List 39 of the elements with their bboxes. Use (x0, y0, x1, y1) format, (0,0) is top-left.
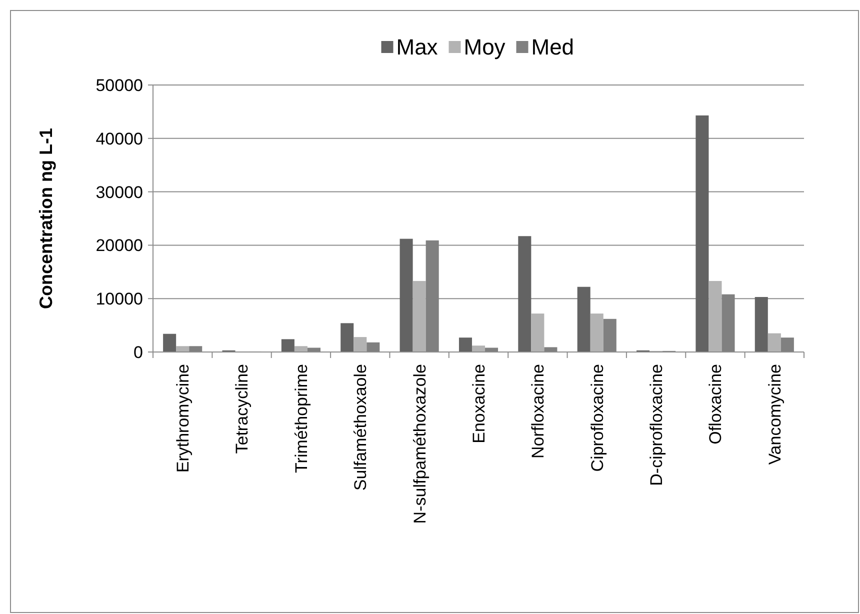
x-tick-label: Sulfaméthoxaole (351, 364, 370, 491)
y-tick-label: 40000 (96, 129, 143, 148)
bar (518, 236, 532, 352)
x-tick-label: D-ciprofloxacine (646, 364, 666, 486)
bar (590, 314, 604, 352)
bar (708, 280, 722, 352)
x-tick-label: Ciprofloxacine (588, 364, 607, 472)
x-tick-label: Enoxacine (469, 364, 488, 444)
legend-label: Max (396, 34, 438, 60)
y-tick-label: 10000 (96, 290, 143, 309)
bar (472, 346, 486, 352)
y-axis-title: Concentration ng L-1 (36, 128, 56, 309)
y-tick-label: 50000 (96, 76, 143, 95)
x-tick-label: N-sulfpaméthoxazole (410, 364, 430, 524)
bar (412, 280, 426, 352)
bar (340, 323, 354, 352)
bar (754, 297, 768, 352)
bar (163, 334, 176, 352)
x-tick-label: Norfloxacine (528, 364, 548, 458)
bar (400, 238, 413, 352)
x-tick-label: Vancomycine (765, 364, 784, 465)
x-tick-label: Erythromycine (174, 364, 193, 473)
bar (281, 339, 294, 352)
bar (294, 346, 308, 352)
bar (531, 314, 544, 352)
legend-label: Moy (464, 34, 506, 60)
x-tick-label: Tetracycline (232, 364, 252, 454)
bar (577, 286, 590, 352)
y-tick-label: 0 (134, 342, 143, 362)
bar (354, 337, 367, 352)
bar (768, 333, 781, 352)
bar (176, 346, 190, 352)
y-tick-label: 30000 (96, 182, 143, 202)
bar (696, 115, 709, 352)
bar (458, 338, 472, 352)
y-tick-label: 20000 (96, 236, 143, 256)
x-tick-label: Triméthoprime (292, 364, 311, 473)
legend-label: Med (531, 34, 574, 60)
x-tick-label: Ofloxacine (706, 364, 726, 444)
